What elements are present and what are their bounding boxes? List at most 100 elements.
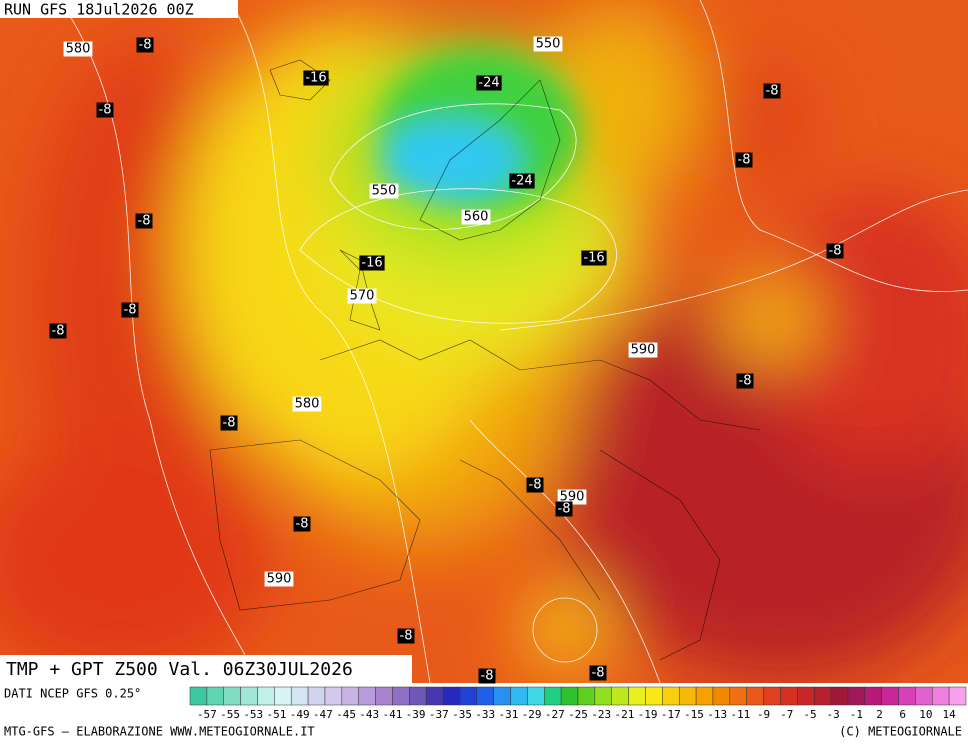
- color-swatch: [560, 686, 579, 706]
- color-swatch: [729, 686, 747, 706]
- temperature-label: -8: [138, 214, 151, 229]
- temperature-label: -8: [124, 303, 137, 318]
- color-swatch: [527, 686, 545, 706]
- colorbar-label: -17: [661, 708, 681, 721]
- temperature-label: -16: [361, 256, 382, 271]
- temperature-label: -8: [829, 244, 842, 259]
- color-swatch: [628, 686, 646, 706]
- contour-label: 570: [350, 289, 375, 304]
- colorbar-label: -21: [614, 708, 634, 721]
- color-swatch: [746, 686, 764, 706]
- temperature-label-box: [136, 37, 154, 53]
- colorbar-label: -25: [568, 708, 588, 721]
- temperature-label-box: [589, 665, 607, 681]
- colorbar-label: 14: [943, 708, 957, 721]
- temperature-label: -8: [296, 517, 309, 532]
- color-swatch: [915, 686, 933, 706]
- temperature-label-box: [509, 173, 535, 189]
- temperature-label-box: [49, 323, 67, 339]
- color-swatch: [324, 686, 343, 706]
- colorbar-label: -45: [336, 708, 356, 721]
- temperature-label-box: [826, 243, 844, 259]
- color-swatch: [864, 686, 882, 706]
- temperature-label-box: [581, 250, 607, 266]
- contour-label-box: [292, 396, 322, 412]
- color-swatch: [712, 686, 731, 706]
- color-swatch: [459, 686, 478, 706]
- temperature-label-box: [478, 668, 496, 684]
- temperature-label: -8: [592, 666, 605, 681]
- color-swatch: [189, 686, 208, 706]
- temperature-label-box: [220, 415, 238, 431]
- color-swatch: [476, 686, 494, 706]
- copyright: (C) METEOGIORNALE: [839, 725, 962, 739]
- colorbar-label: -49: [290, 708, 310, 721]
- temperature-label-box: [735, 152, 753, 168]
- contour-label-box: [264, 571, 294, 587]
- color-swatch: [544, 686, 562, 706]
- colorbar-label: -47: [313, 708, 333, 721]
- color-swatch: [223, 686, 241, 706]
- colorbar-label: -31: [498, 708, 518, 721]
- title-box: [0, 655, 412, 683]
- temperature-label-box: [476, 75, 502, 91]
- contour-label-box: [347, 288, 377, 304]
- contour-label: 580: [66, 42, 91, 57]
- colorbar-label: -55: [220, 708, 240, 721]
- contour-label: 560: [464, 210, 489, 225]
- temperature-label: -8: [52, 324, 65, 339]
- color-swatch: [206, 686, 224, 706]
- temperature-label: -16: [305, 71, 326, 86]
- colorbar-label: -35: [452, 708, 472, 721]
- contour-label: 550: [536, 37, 561, 52]
- temperature-label-box: [121, 302, 139, 318]
- run-box: [0, 0, 238, 18]
- colorbar-label: -7: [780, 708, 793, 721]
- colorbar-label: -23: [591, 708, 611, 721]
- colorbar-label: -43: [359, 708, 379, 721]
- colorbar-label: -3: [827, 708, 840, 721]
- color-swatch: [594, 686, 612, 706]
- color-swatch: [847, 686, 866, 706]
- color-swatch: [780, 686, 798, 706]
- colorbar-label: -51: [267, 708, 287, 721]
- temperature-label: -24: [511, 174, 532, 189]
- colorbar-label: 2: [876, 708, 883, 721]
- temperature-label-box: [96, 102, 114, 118]
- map: [0, 0, 968, 683]
- color-swatch: [358, 686, 376, 706]
- colorbar-label: -5: [803, 708, 816, 721]
- temperature-label-box: [303, 70, 329, 86]
- colorbar-label: -1: [850, 708, 863, 721]
- color-swatch: [375, 686, 393, 706]
- color-swatch: [240, 686, 258, 706]
- color-swatch: [932, 686, 950, 706]
- contour-label: 580: [295, 397, 320, 412]
- colorbar-label: -11: [730, 708, 750, 721]
- colorbar-label: -27: [545, 708, 565, 721]
- color-swatch: [290, 686, 309, 706]
- contour-label-box: [557, 489, 587, 505]
- color-swatch: [307, 686, 326, 706]
- map-title: TMP + GPT Z500 Val. 06Z30JUL2026: [6, 659, 353, 680]
- temperature-label: -8: [481, 669, 494, 684]
- run-label: RUN GFS 18Jul2026 00Z: [4, 1, 194, 19]
- temperature-label: -8: [139, 38, 152, 53]
- color-swatch: [257, 686, 275, 706]
- color-swatch: [577, 686, 596, 706]
- color-swatch: [763, 686, 781, 706]
- color-swatch: [797, 686, 815, 706]
- temperature-label: -8: [766, 84, 779, 99]
- color-swatch: [645, 686, 663, 706]
- credit: MTG-GFS — ELABORAZIONE WWW.METEOGIORNALE…: [4, 725, 315, 739]
- temperature-label: -16: [583, 251, 604, 266]
- color-swatch: [392, 686, 410, 706]
- colorbar-label: -53: [243, 708, 263, 721]
- color-swatch: [678, 686, 697, 706]
- temperature-label-box: [135, 213, 153, 229]
- color-swatch: [898, 686, 916, 706]
- color-swatch: [409, 686, 427, 706]
- color-swatch: [813, 686, 832, 706]
- contour-label: 590: [560, 490, 585, 505]
